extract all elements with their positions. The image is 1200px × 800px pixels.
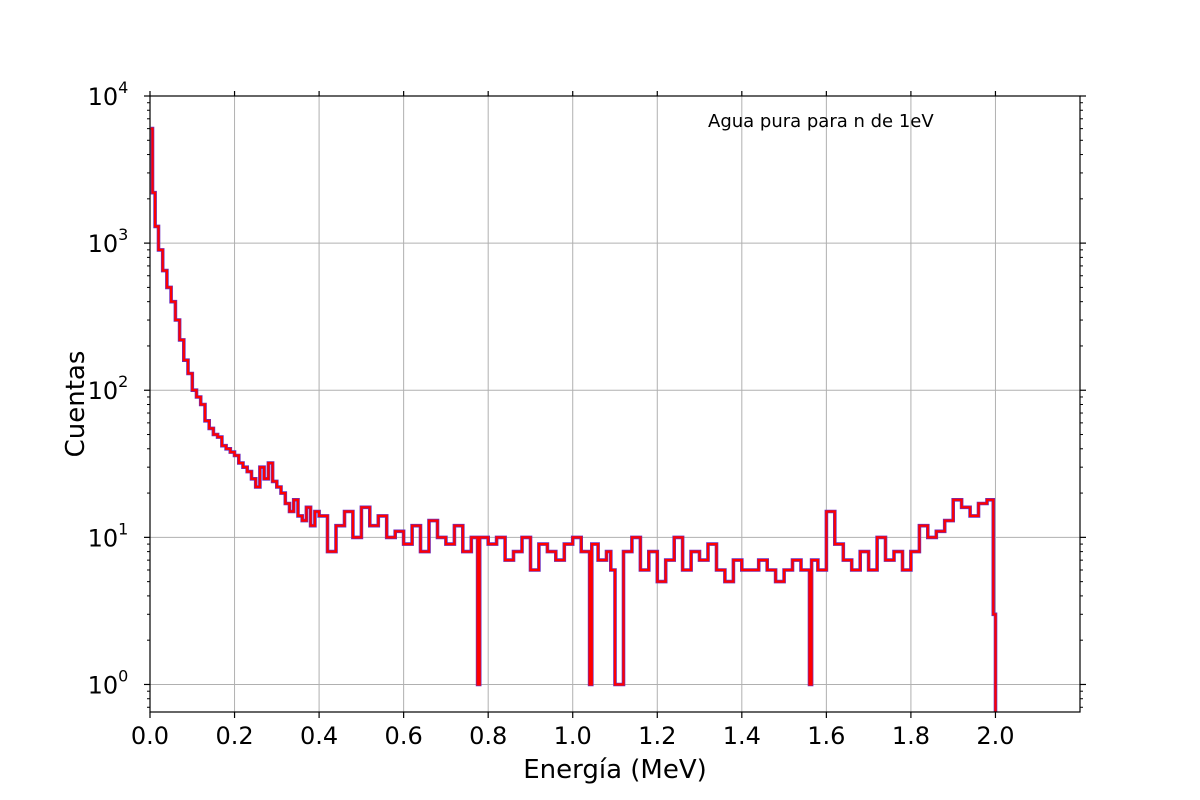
x-tick-label: 1.4	[723, 722, 761, 750]
y-tick-label: 101	[88, 519, 129, 552]
data-series	[150, 126, 998, 712]
y-axis-label: Cuentas	[61, 351, 91, 458]
y-tick-label: 102	[88, 372, 129, 405]
x-tick-label: 1.2	[638, 722, 676, 750]
x-tick-label: 0.0	[131, 722, 169, 750]
x-tick-label: 0.6	[385, 722, 423, 750]
x-tick-label: 1.6	[807, 722, 845, 750]
x-tick-label: 0.4	[300, 722, 338, 750]
x-axis-label: Energía (MeV)	[523, 755, 707, 785]
chart-annotation: Agua pura para n de 1eV	[708, 111, 934, 132]
x-tick-label: 1.8	[892, 722, 930, 750]
x-tick-label: 0.8	[469, 722, 507, 750]
grid-lines	[149, 95, 1080, 712]
series-line	[150, 127, 997, 712]
y-tick-label: 100	[88, 666, 129, 699]
y-tick-label: 103	[88, 225, 129, 258]
axis-ticks: 0.0 0.2 0.4 0.6 0.8 1.0 1.2 1.4 1.6 1.8 2.0 100 101 1…	[88, 78, 1086, 750]
y-tick-label: 104	[88, 78, 129, 111]
x-tick-label: 2.0	[976, 722, 1014, 750]
x-tick-label: 1.0	[554, 722, 592, 750]
x-tick-label: 0.2	[215, 722, 253, 750]
